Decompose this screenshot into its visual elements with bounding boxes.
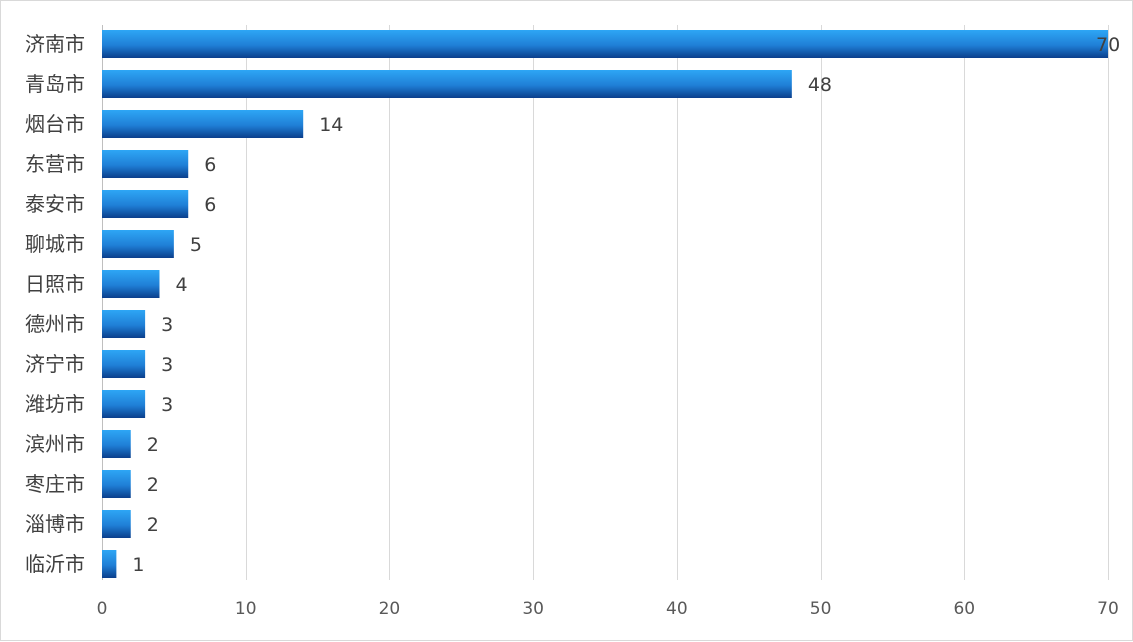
data-label: 4 [175,274,187,296]
category-label: 泰安市 [25,192,85,216]
bar [102,110,304,138]
category-label: 潍坊市 [25,392,85,416]
data-label: 70 [1096,34,1120,56]
data-label: 2 [147,434,159,456]
data-label: 2 [147,514,159,536]
data-label: 1 [132,554,144,576]
x-tick-label: 10 [235,599,257,619]
bar [102,470,131,498]
bar [102,550,117,578]
x-tick-label: 70 [1097,599,1119,619]
bars [102,30,1108,578]
bar [102,70,792,98]
x-tick-label: 60 [953,599,975,619]
gridlines [102,25,1109,580]
x-tick-label: 40 [666,599,688,619]
category-label: 临沂市 [25,552,85,576]
bar [102,230,174,258]
data-label: 2 [147,474,159,496]
bar [102,350,146,378]
category-label: 济南市 [25,32,85,56]
category-label: 济宁市 [25,352,85,376]
bar [102,310,146,338]
category-label: 日照市 [25,272,85,296]
x-tick-label: 20 [379,599,401,619]
category-label: 青岛市 [25,72,85,96]
bar [102,390,146,418]
bar [102,430,131,458]
x-tick-label: 0 [97,599,108,619]
category-label: 东营市 [25,152,85,176]
category-label: 德州市 [25,312,85,336]
data-label: 3 [161,394,173,416]
data-label: 6 [204,154,216,176]
category-label: 淄博市 [25,512,85,536]
category-label: 聊城市 [25,232,85,256]
bar [102,190,189,218]
data-label: 3 [161,354,173,376]
bar [102,150,189,178]
category-label: 烟台市 [25,112,85,136]
bar [102,510,131,538]
x-tick-label: 30 [522,599,544,619]
category-label: 枣庄市 [25,472,85,496]
data-label: 6 [204,194,216,216]
x-tick-label: 50 [810,599,832,619]
x-axis-ticks: 0 10 20 30 40 50 60 70 [97,599,1119,619]
data-label: 48 [808,74,832,96]
data-label: 3 [161,314,173,336]
category-labels: 济南市青岛市烟台市东营市泰安市聊城市日照市德州市济宁市潍坊市滨州市枣庄市淄博市临… [25,32,85,576]
data-label: 14 [319,114,343,136]
bar [102,30,1108,58]
bar [102,270,160,298]
category-label: 滨州市 [25,432,85,456]
data-label: 5 [190,234,202,256]
